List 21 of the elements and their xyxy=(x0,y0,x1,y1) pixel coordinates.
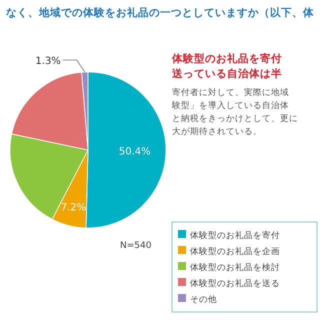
text: N=540 xyxy=(120,241,152,251)
text: 大が期待されている。 xyxy=(172,126,262,137)
pie-slice xyxy=(10,134,88,220)
text: 体験型のお礼品を寄付 xyxy=(171,52,282,65)
pie-slice xyxy=(86,72,166,228)
text: と納税をきっかけとして、更に xyxy=(172,113,298,124)
pie-slice xyxy=(11,72,88,150)
pie-slice xyxy=(81,72,88,150)
legend-label: 体験型のお礼品を企画 xyxy=(190,246,280,257)
title: なく、地域での体験をお礼品の一つとしていますか（以下、体 xyxy=(6,7,314,19)
data-label: 50.4% xyxy=(118,146,151,158)
legend-label: 体験型のお礼品を送る xyxy=(190,278,280,289)
data-label: 7.2% xyxy=(60,202,86,214)
data-label: 1.3% xyxy=(35,56,61,68)
text: 寄付者に対して、実際に地域 xyxy=(172,87,289,98)
legend-label: 体験型のお礼品を寄付 xyxy=(190,230,280,241)
pie-slice xyxy=(52,150,88,228)
text: 送っている自治体は半 xyxy=(171,67,282,80)
legend-label: その他 xyxy=(190,294,217,305)
text: 験型」を導入している自治体 xyxy=(171,100,289,111)
legend-label: 体験型のお礼品を検討 xyxy=(190,262,280,273)
